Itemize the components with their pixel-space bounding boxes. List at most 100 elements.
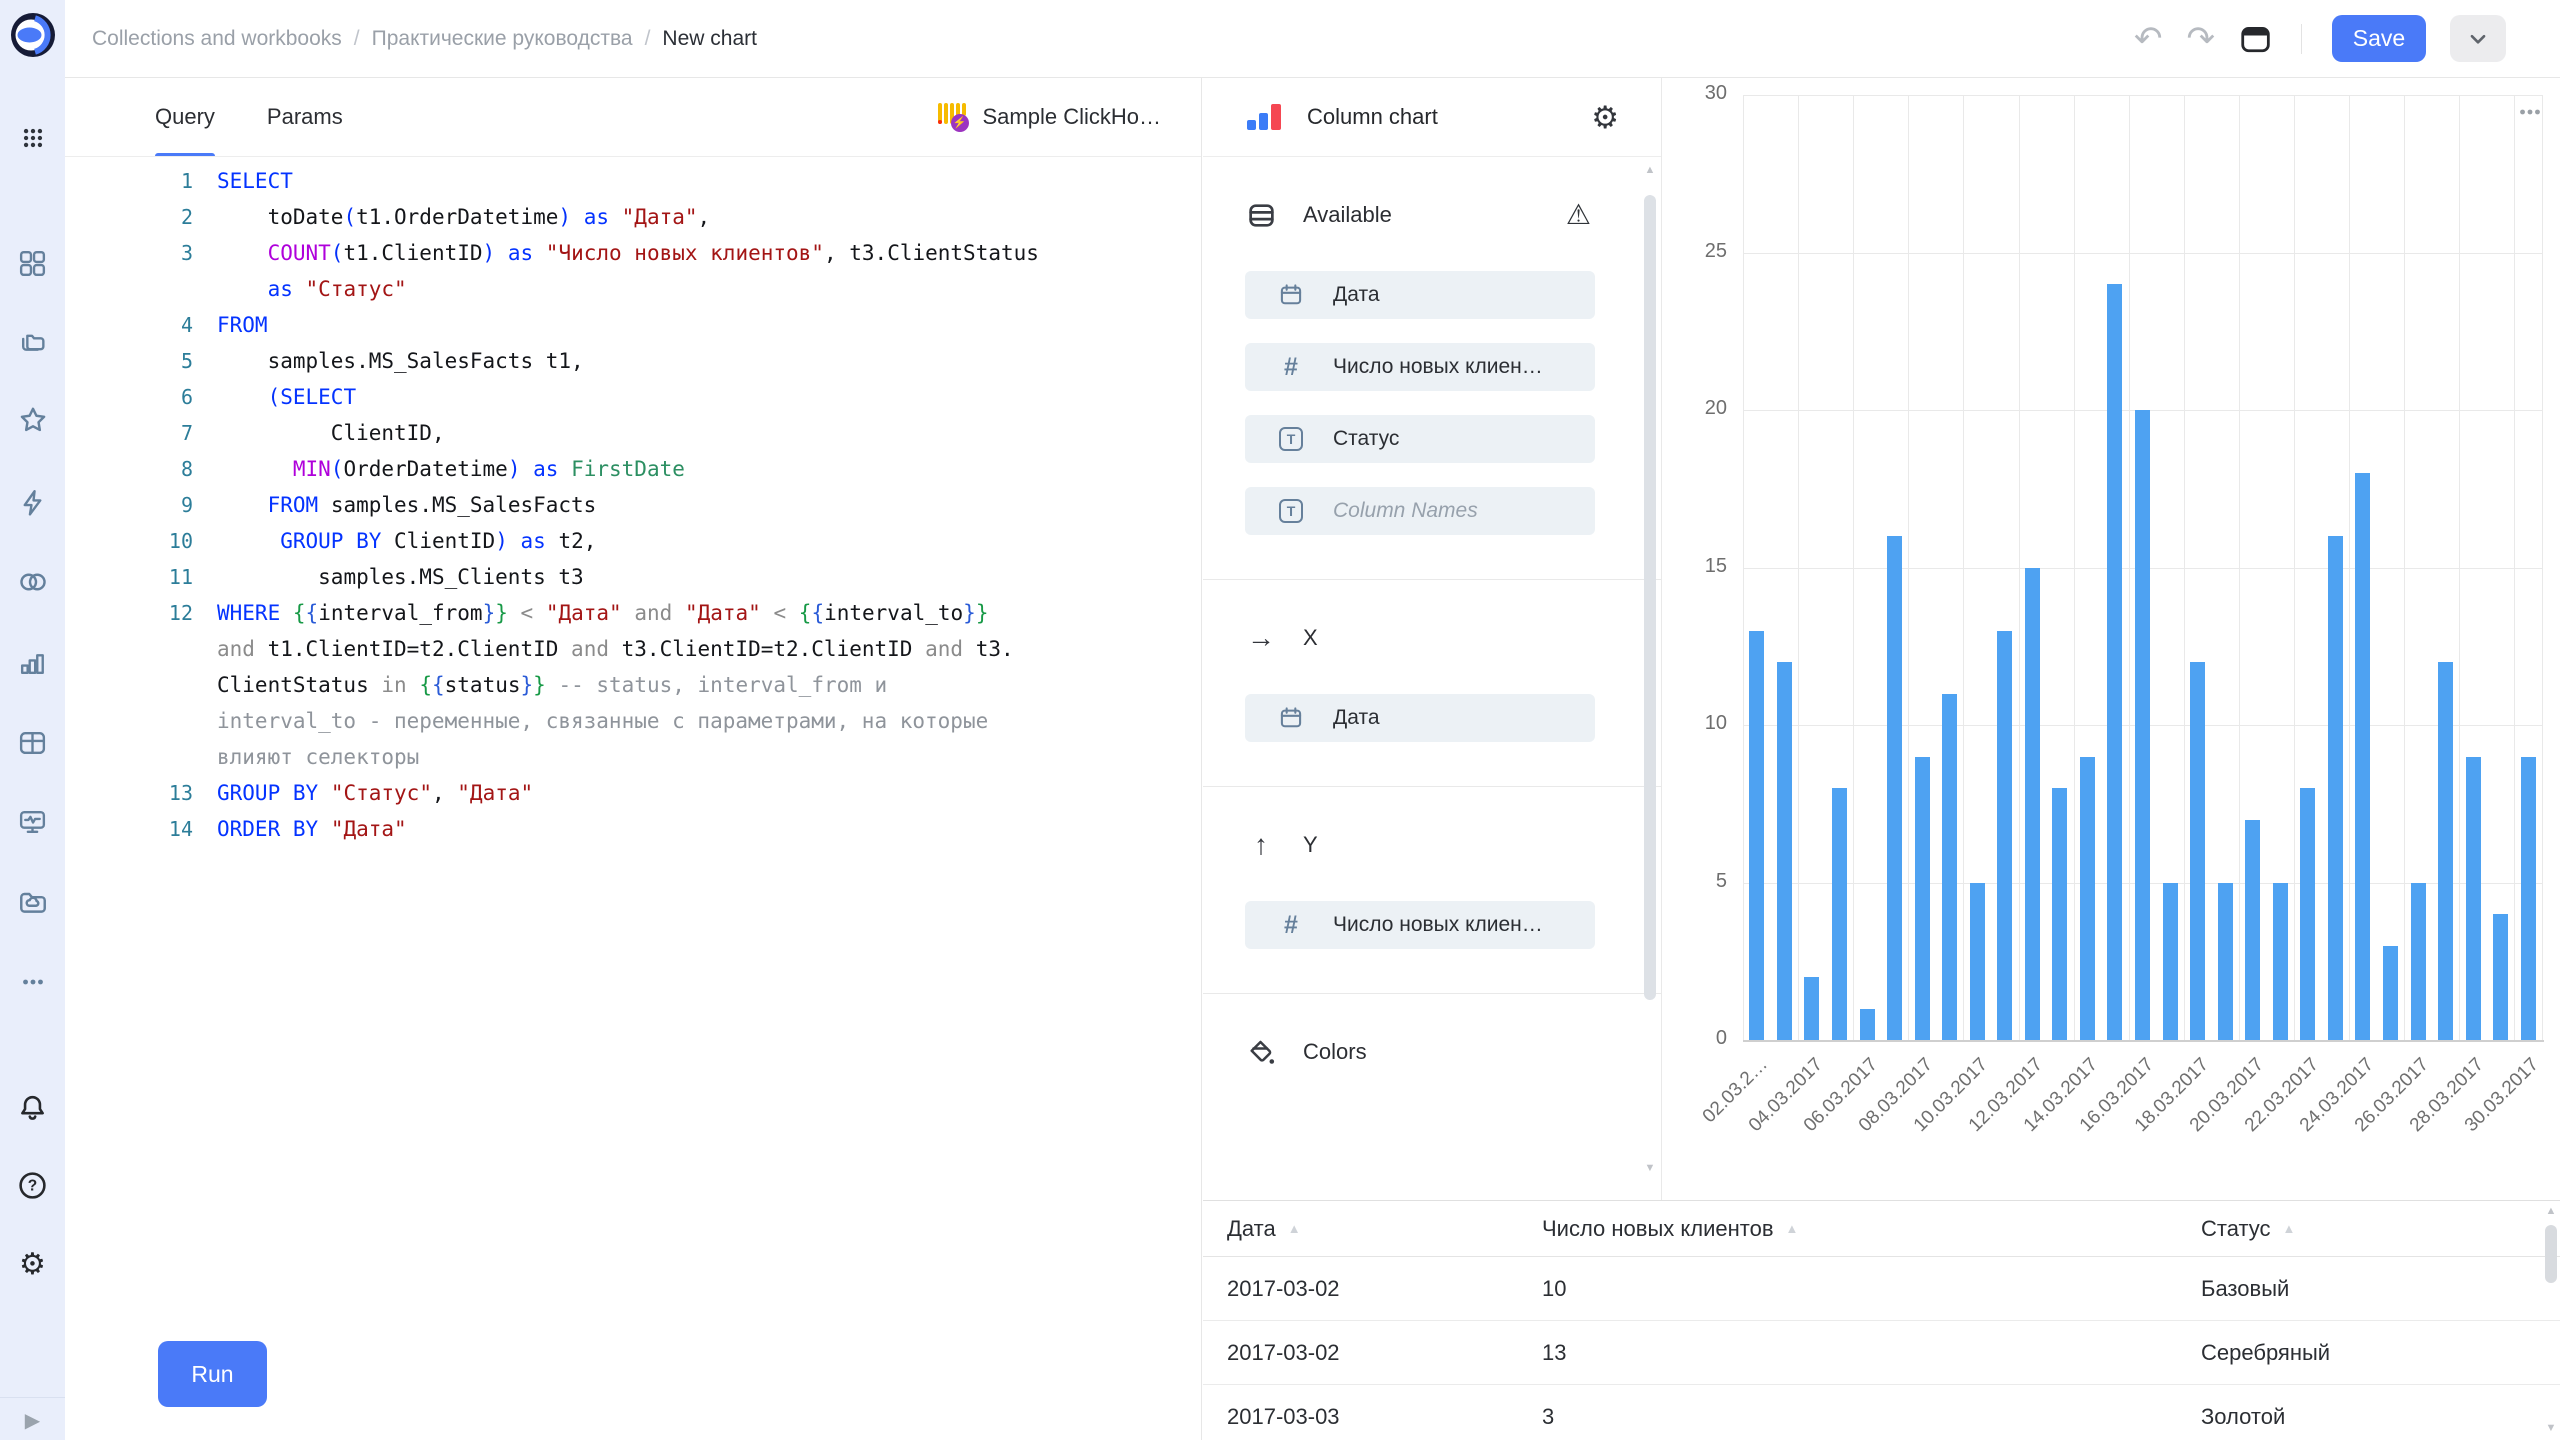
- bar: [1804, 977, 1820, 1040]
- save-menu-button[interactable]: [2450, 15, 2506, 62]
- panel-scrollbar[interactable]: ▲ ▼: [1643, 164, 1657, 1174]
- sql-editor[interactable]: 1 SELECT 2 toDate(t1.OrderDatetime) as "Да…: [65, 157, 1201, 847]
- help-icon[interactable]: ?: [0, 1167, 65, 1203]
- tab-params[interactable]: Params: [266, 104, 343, 129]
- apps-grid-icon[interactable]: [0, 120, 65, 156]
- breadcrumb-item[interactable]: Collections and workbooks: [92, 26, 342, 50]
- chart-area: 0 5 10 15 20 25 30 02.03.2… 04.03.2017 06.03.2017…: [1663, 78, 2560, 1200]
- ellipsis-icon[interactable]: [0, 964, 65, 1000]
- gridline: [2349, 95, 2351, 1040]
- run-button[interactable]: Run: [158, 1341, 267, 1407]
- line-number: 11: [168, 565, 193, 589]
- line-number: 9: [180, 493, 193, 517]
- monitor-icon[interactable]: [0, 803, 65, 839]
- chart-type-selector[interactable]: Column chart: [1307, 104, 1438, 129]
- star-icon[interactable]: [0, 402, 65, 438]
- arrow-up-icon: ↑: [1254, 829, 1268, 860]
- code-line: ClientStatus in {{status}} -- status, in…: [65, 667, 1201, 703]
- gridline: [2404, 95, 2406, 1040]
- layout-icon[interactable]: [2239, 23, 2271, 55]
- bar-chart-icon[interactable]: [0, 644, 65, 680]
- redo-icon[interactable]: ↷: [2186, 19, 2216, 58]
- circles-icon[interactable]: [0, 564, 65, 600]
- bar: [1969, 882, 1985, 1040]
- gridline: [1908, 95, 1910, 1040]
- table-cell: 2017-03-02: [1227, 1339, 1340, 1365]
- breadcrumb-separator: /: [644, 26, 651, 50]
- gridline: [2018, 95, 2020, 1040]
- scroll-up-icon[interactable]: ▲: [2545, 1205, 2557, 1217]
- bar: [2520, 756, 2536, 1040]
- gridline: [1743, 252, 2542, 254]
- cloud-folder-icon[interactable]: [0, 884, 65, 920]
- sort-asc-icon: ▲: [2282, 1221, 2296, 1236]
- warning-icon[interactable]: ⚠: [1565, 198, 1591, 230]
- bar: [2438, 662, 2454, 1040]
- section-label: Available: [1303, 202, 1392, 227]
- scroll-up-icon[interactable]: ▲: [1644, 164, 1656, 176]
- bar: [1749, 630, 1765, 1040]
- table-header-row: Дата ▲ Число новых клиентов ▲ Статус ▲: [1203, 1201, 2560, 1257]
- bell-icon[interactable]: [0, 1089, 65, 1125]
- bar: [2024, 567, 2040, 1040]
- squares-icon[interactable]: [0, 245, 65, 281]
- lightning-icon[interactable]: [0, 484, 65, 520]
- chart-settings-button[interactable]: ⚙: [1591, 99, 1619, 135]
- field-chip[interactable]: # Число новых клиен…: [1245, 343, 1595, 391]
- field-chip[interactable]: Дата: [1245, 271, 1595, 319]
- code-line: влияют селекторы: [65, 739, 1201, 775]
- column-header-label: Статус: [2201, 1215, 2271, 1241]
- field-chip[interactable]: # Число новых клиен…: [1245, 901, 1595, 949]
- field-chip[interactable]: T Column Names: [1245, 487, 1595, 535]
- code-line: 14 ORDER BY "Дата": [65, 811, 1201, 847]
- section-available: Available ⚠ Дата # Число новых клиен… T …: [1203, 157, 1661, 580]
- y-axis-label: 20: [1704, 397, 1727, 419]
- field-chip[interactable]: T Статус: [1245, 415, 1595, 463]
- chart-menu-button[interactable]: [2516, 98, 2544, 126]
- column-header[interactable]: Число новых клиентов ▲: [1542, 1216, 2201, 1242]
- calendar-icon: [1277, 282, 1305, 308]
- bar: [2383, 945, 2398, 1040]
- line-number: 5: [180, 349, 193, 373]
- bar: [1997, 630, 2013, 1040]
- column-header[interactable]: Дата ▲: [1227, 1216, 1542, 1242]
- table-cell: 10: [1542, 1275, 1567, 1301]
- column-header[interactable]: Статус ▲: [2201, 1216, 2560, 1242]
- folders-icon[interactable]: [0, 324, 65, 360]
- save-button[interactable]: Save: [2332, 15, 2426, 62]
- clickhouse-icon: ⚡: [937, 102, 969, 133]
- query-editor-panel: Query Params ⚡ Sample ClickHo… 1 SELECT 2 t…: [65, 78, 1202, 1440]
- line-number: [65, 631, 217, 667]
- scroll-down-icon[interactable]: ▼: [2545, 1422, 2557, 1434]
- scrollbar-thumb[interactable]: [1644, 195, 1656, 1000]
- line-number: 6: [180, 385, 193, 409]
- table-cell: Базовый: [2201, 1275, 2290, 1301]
- datalens-logo[interactable]: [10, 12, 56, 58]
- field-chip[interactable]: Дата: [1245, 694, 1595, 742]
- gridline: [1743, 95, 1744, 1040]
- scrollbar-thumb[interactable]: [2545, 1225, 2557, 1283]
- tab-query[interactable]: Query: [155, 78, 215, 156]
- bar: [2052, 788, 2068, 1040]
- table-scrollbar[interactable]: ▲ ▼: [2544, 1205, 2558, 1434]
- code-line: as "Статус": [65, 271, 1201, 307]
- undo-icon[interactable]: ↶: [2134, 19, 2163, 58]
- chart-plot: 0 5 10 15 20 25 30 02.03.2… 04.03.2017 06.03.2017…: [1663, 78, 2560, 1200]
- connection-selector[interactable]: ⚡ Sample ClickHo…: [937, 78, 1161, 156]
- code-line: and t1.ClientID=t2.ClientID and t3.Clien…: [65, 631, 1201, 667]
- bar: [2162, 882, 2178, 1040]
- gridline: [2238, 95, 2240, 1040]
- sidebar: ? ⚙ ▶: [0, 0, 65, 1440]
- gear-icon[interactable]: ⚙: [0, 1247, 65, 1283]
- code-line: 12 WHERE {{interval_from}} < "Дата" and "…: [65, 595, 1201, 631]
- table-row: 2017-03-03 3 Золотой: [1203, 1385, 2560, 1440]
- scroll-down-icon[interactable]: ▼: [1644, 1162, 1656, 1174]
- line-number: [65, 667, 217, 703]
- field-label: Статус: [1333, 427, 1400, 450]
- hash-icon: #: [1284, 352, 1298, 381]
- sidebar-expand-button[interactable]: ▶: [0, 1402, 65, 1438]
- gridline: [2128, 95, 2130, 1040]
- breadcrumb-item[interactable]: Практические руководства: [371, 26, 633, 50]
- table-icon[interactable]: [0, 724, 65, 760]
- breadcrumb-item: New chart: [662, 26, 757, 50]
